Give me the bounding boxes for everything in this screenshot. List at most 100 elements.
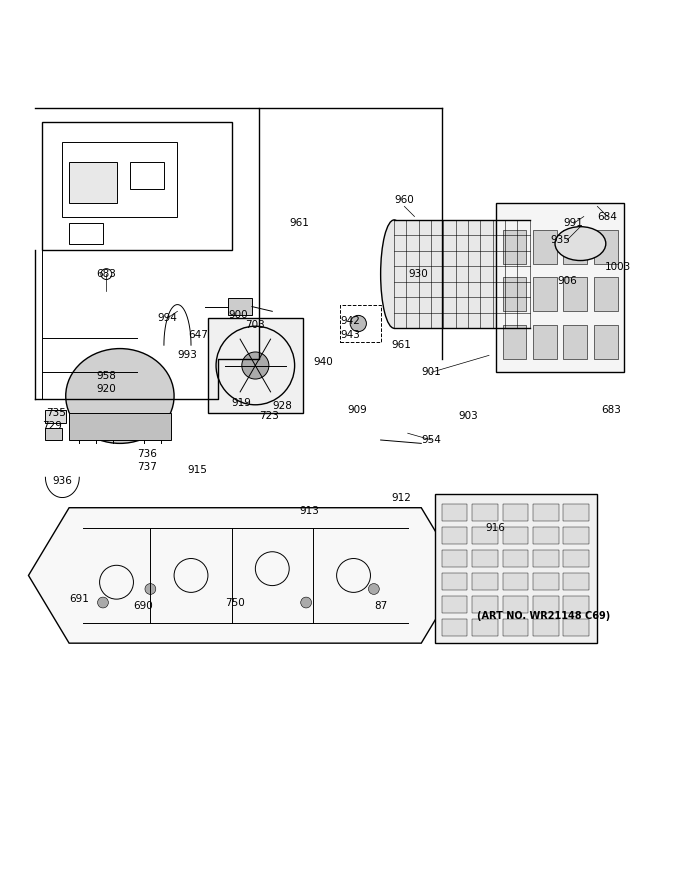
Bar bbox=[46, 409, 66, 423]
Bar bbox=[472, 503, 498, 521]
Circle shape bbox=[97, 598, 108, 608]
Text: 729: 729 bbox=[42, 422, 62, 431]
Bar bbox=[441, 550, 467, 568]
Bar bbox=[533, 550, 559, 568]
Text: 691: 691 bbox=[69, 594, 89, 605]
Text: 954: 954 bbox=[422, 435, 441, 445]
Circle shape bbox=[350, 315, 367, 332]
Bar bbox=[472, 573, 498, 590]
Bar bbox=[533, 503, 559, 521]
Bar bbox=[564, 527, 589, 545]
Bar bbox=[340, 304, 381, 341]
Bar bbox=[564, 230, 588, 264]
Bar bbox=[533, 573, 559, 590]
Text: 703: 703 bbox=[245, 319, 265, 330]
Text: 935: 935 bbox=[550, 235, 570, 246]
Bar bbox=[63, 142, 177, 216]
Text: (ART NO. WR21148 C69): (ART NO. WR21148 C69) bbox=[477, 611, 610, 621]
Text: 912: 912 bbox=[391, 493, 411, 502]
Text: 683: 683 bbox=[601, 405, 621, 414]
Bar bbox=[503, 550, 528, 568]
Bar bbox=[503, 503, 528, 521]
Bar bbox=[533, 596, 559, 613]
Bar bbox=[503, 527, 528, 545]
Text: 936: 936 bbox=[52, 475, 72, 486]
Bar bbox=[69, 162, 116, 203]
Text: 916: 916 bbox=[486, 523, 506, 533]
Bar bbox=[441, 503, 467, 521]
Bar bbox=[496, 203, 624, 372]
Bar bbox=[594, 325, 617, 359]
Circle shape bbox=[242, 352, 269, 379]
Text: 723: 723 bbox=[259, 411, 279, 422]
Text: 900: 900 bbox=[228, 310, 248, 319]
Text: 991: 991 bbox=[564, 218, 583, 228]
Bar bbox=[533, 230, 557, 264]
Text: 906: 906 bbox=[557, 275, 577, 286]
Bar bbox=[435, 495, 597, 643]
Bar bbox=[564, 573, 589, 590]
Circle shape bbox=[145, 583, 156, 594]
Text: 684: 684 bbox=[598, 211, 617, 222]
Bar bbox=[472, 527, 498, 545]
Text: 993: 993 bbox=[177, 350, 198, 360]
Bar bbox=[69, 224, 103, 244]
Bar bbox=[564, 619, 589, 636]
Bar bbox=[394, 220, 530, 328]
Bar bbox=[441, 527, 467, 545]
Bar bbox=[564, 325, 588, 359]
Bar bbox=[564, 596, 589, 613]
Circle shape bbox=[301, 598, 311, 608]
Ellipse shape bbox=[66, 348, 174, 444]
Bar bbox=[46, 428, 63, 440]
Text: 901: 901 bbox=[422, 367, 441, 378]
Text: 647: 647 bbox=[188, 330, 207, 340]
Bar bbox=[228, 297, 252, 315]
Text: 930: 930 bbox=[408, 269, 428, 279]
Text: 942: 942 bbox=[340, 317, 360, 326]
Text: 903: 903 bbox=[459, 411, 479, 422]
Bar bbox=[503, 619, 528, 636]
Bar bbox=[533, 619, 559, 636]
Bar bbox=[503, 325, 526, 359]
Text: 919: 919 bbox=[232, 398, 252, 407]
Text: 1003: 1003 bbox=[605, 262, 631, 272]
Ellipse shape bbox=[381, 220, 408, 328]
Text: 750: 750 bbox=[225, 598, 245, 607]
Polygon shape bbox=[29, 508, 462, 643]
Bar bbox=[594, 230, 617, 264]
Text: 87: 87 bbox=[374, 601, 387, 611]
Bar bbox=[533, 527, 559, 545]
Bar bbox=[503, 277, 526, 312]
Text: 915: 915 bbox=[188, 466, 207, 475]
Bar bbox=[503, 573, 528, 590]
Bar bbox=[564, 277, 588, 312]
Bar bbox=[533, 325, 557, 359]
Text: 943: 943 bbox=[340, 330, 360, 340]
Bar bbox=[42, 121, 232, 251]
Bar bbox=[594, 277, 617, 312]
FancyBboxPatch shape bbox=[208, 318, 303, 413]
Bar bbox=[503, 230, 526, 264]
Bar bbox=[472, 619, 498, 636]
Text: 737: 737 bbox=[137, 462, 157, 472]
Bar bbox=[564, 503, 589, 521]
Text: 958: 958 bbox=[97, 370, 116, 381]
Text: 690: 690 bbox=[134, 601, 154, 611]
Bar bbox=[472, 550, 498, 568]
Bar bbox=[69, 413, 171, 440]
Ellipse shape bbox=[555, 227, 606, 260]
Text: 683: 683 bbox=[97, 269, 116, 279]
Bar bbox=[564, 550, 589, 568]
Bar bbox=[441, 573, 467, 590]
Bar bbox=[441, 619, 467, 636]
Circle shape bbox=[369, 583, 379, 594]
Text: 913: 913 bbox=[300, 506, 320, 516]
Text: 940: 940 bbox=[313, 357, 333, 367]
Text: 960: 960 bbox=[394, 194, 414, 204]
Bar bbox=[130, 162, 164, 189]
Ellipse shape bbox=[516, 220, 543, 328]
Text: 961: 961 bbox=[290, 218, 309, 228]
Text: 928: 928 bbox=[273, 401, 292, 411]
Text: 994: 994 bbox=[157, 313, 177, 323]
